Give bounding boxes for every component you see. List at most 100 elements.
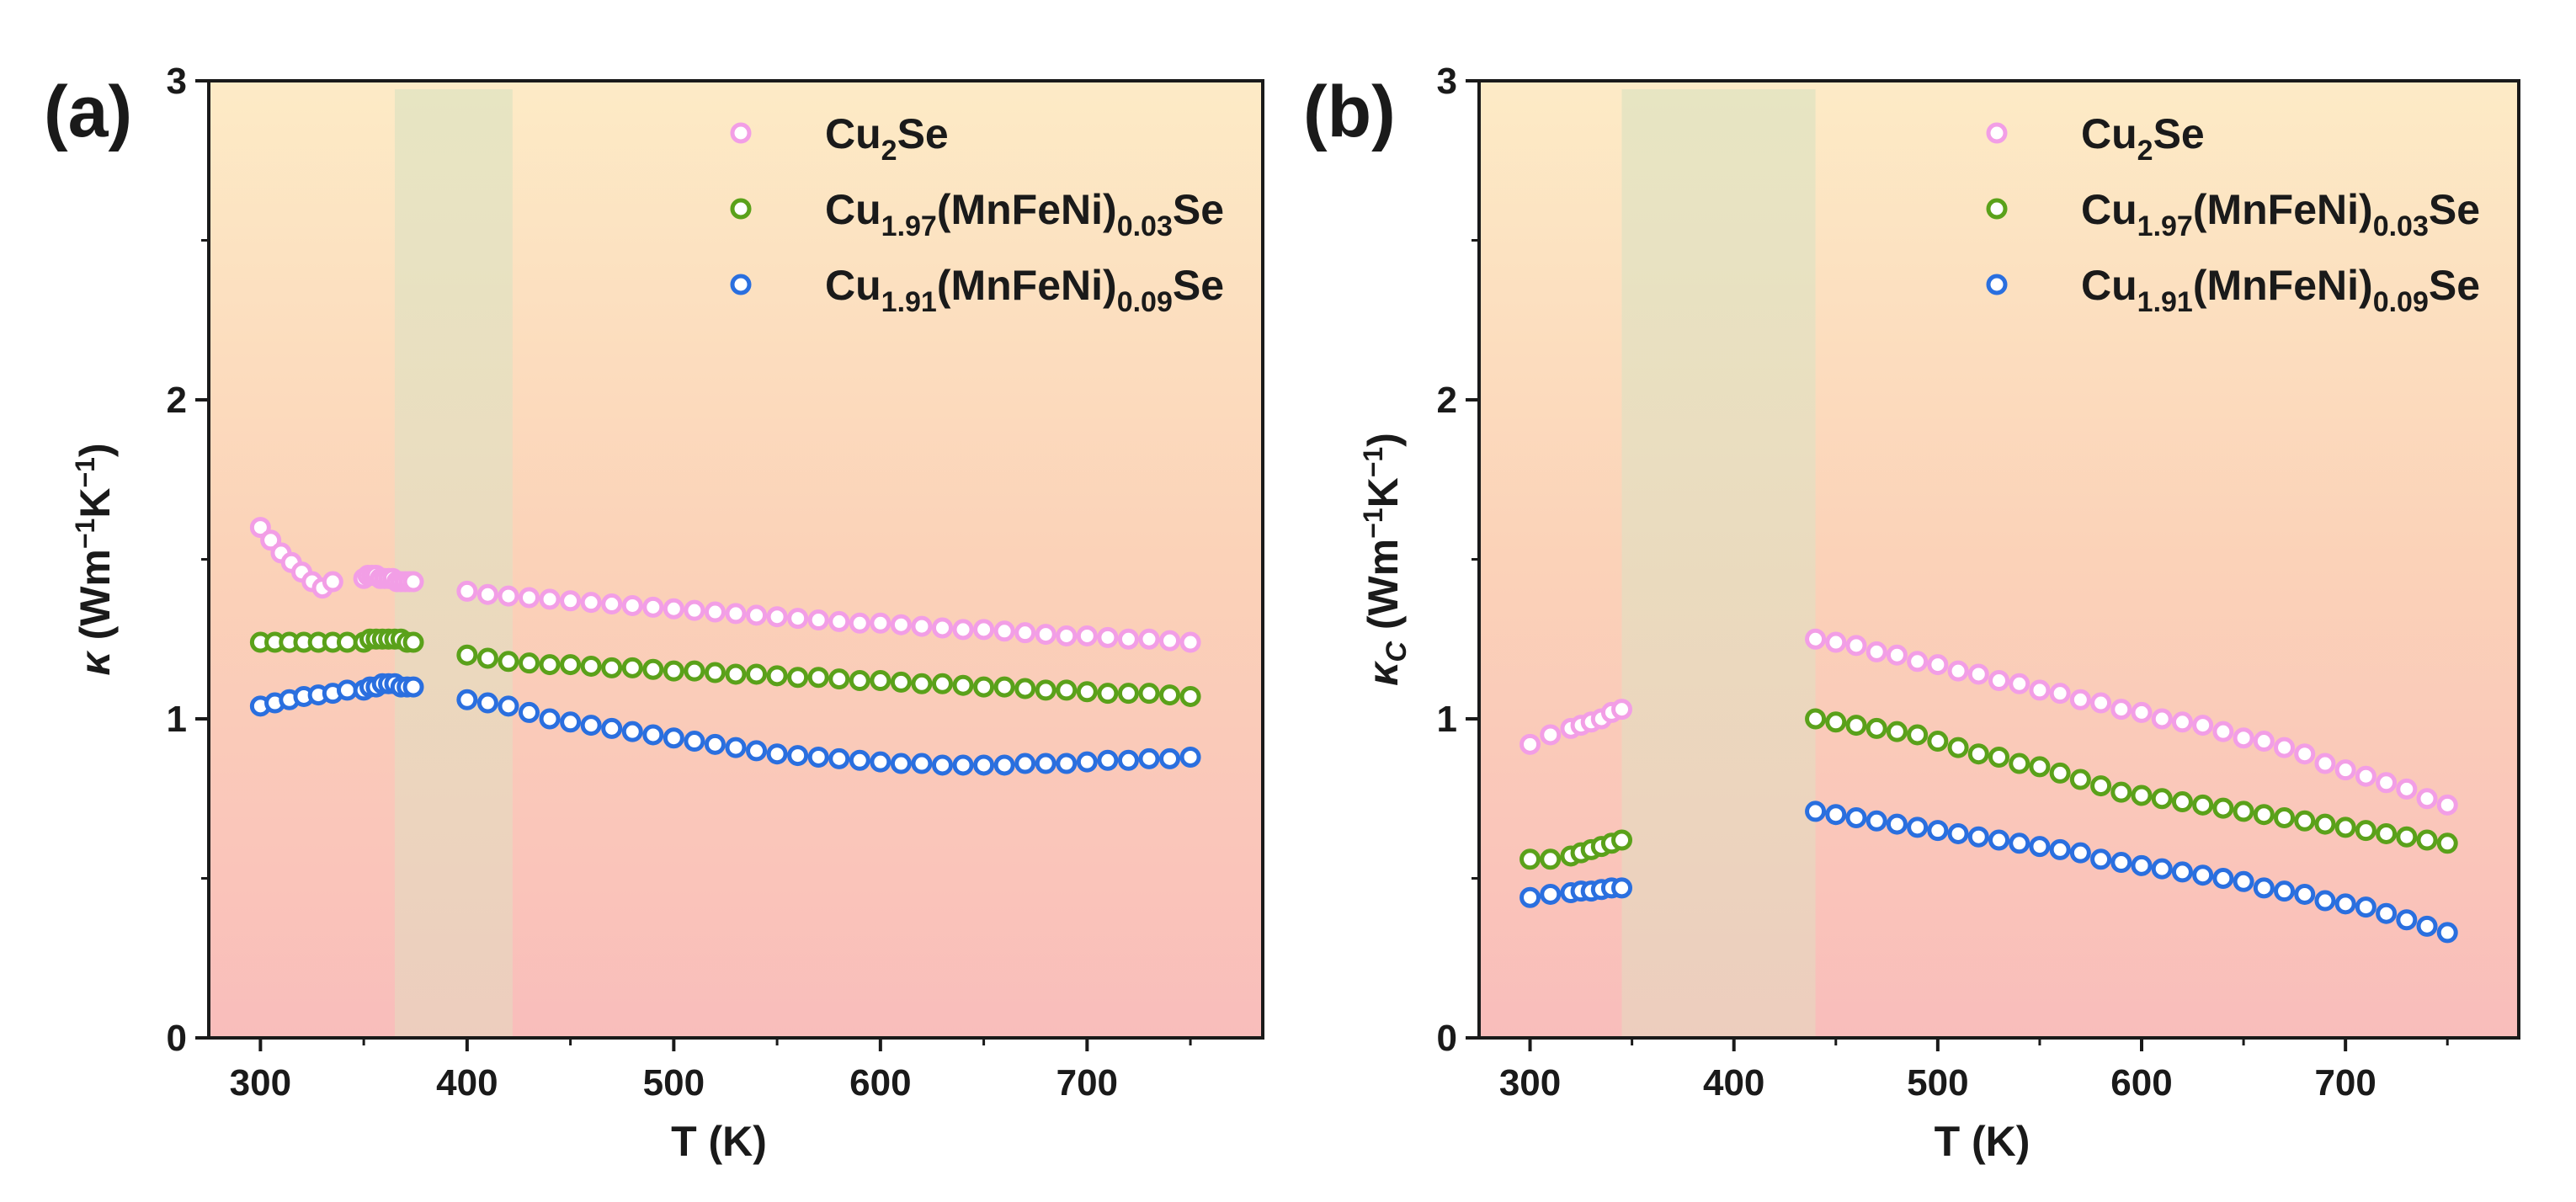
data-point (2131, 701, 2153, 723)
data-point (402, 676, 424, 698)
data-point (1907, 651, 1929, 673)
data-point (2376, 822, 2398, 844)
data-point (2294, 883, 2316, 905)
series-2 (1520, 708, 2458, 870)
data-point (560, 711, 582, 733)
data-point (1056, 753, 1078, 774)
y-axis-label: κ (Wm−1K−1) (70, 443, 119, 675)
data-point (1947, 737, 1969, 758)
data-point (456, 644, 478, 666)
legend-label: Cu2Se (825, 110, 949, 167)
x-axis-label: T (K) (671, 1118, 767, 1165)
data-point (1611, 699, 1633, 721)
data-point (911, 673, 933, 694)
y-tick-label: 3 (167, 61, 187, 102)
y-tick-label: 1 (1437, 699, 1457, 740)
legend-label: Cu1.97(MnFeNi)0.03Se (2081, 186, 2480, 242)
data-point (2355, 820, 2376, 842)
data-point (1886, 813, 1908, 835)
data-point (2110, 852, 2132, 874)
data-point (993, 620, 1015, 642)
data-point (1967, 826, 1989, 848)
data-point (2233, 870, 2254, 892)
data-point (1097, 683, 1119, 705)
data-point (2110, 781, 2132, 803)
data-point (787, 745, 809, 767)
data-point (1520, 733, 1541, 755)
data-point (2233, 727, 2254, 749)
data-point (1179, 685, 1201, 707)
data-point (2151, 788, 2173, 810)
data-point (621, 657, 643, 678)
data-point (1988, 670, 2009, 692)
panel-label: (a) (44, 72, 132, 152)
data-point (2131, 854, 2153, 876)
data-point (1138, 683, 1160, 705)
data-point (1907, 816, 1929, 838)
x-tick-label: 500 (1907, 1062, 1968, 1104)
data-point (2253, 804, 2275, 826)
data-point (2171, 861, 2193, 883)
data-point (1014, 622, 1036, 644)
data-point (1927, 654, 1949, 676)
data-point (560, 654, 582, 676)
data-point (1159, 747, 1181, 769)
data-point (1805, 800, 1827, 822)
data-point (1014, 753, 1036, 774)
data-point (2151, 858, 2173, 880)
data-point (973, 676, 995, 698)
data-point (642, 658, 664, 680)
data-point (2396, 909, 2418, 931)
data-point (849, 612, 870, 634)
data-point (1967, 663, 1989, 685)
legend-marker (1986, 274, 2008, 295)
data-point (2192, 715, 2214, 737)
data-point (828, 668, 850, 690)
data-point (2334, 816, 2356, 838)
x-tick-label: 700 (1056, 1062, 1118, 1104)
legend: Cu2Se Cu1.97(MnFeNi)0.03Se Cu1.91(MnFeNi)0… (1986, 110, 2480, 318)
data-point (2192, 794, 2214, 816)
legend-marker (1986, 198, 2008, 220)
x-tick-label: 300 (1499, 1062, 1561, 1104)
data-point (1988, 746, 2009, 768)
data-point (1179, 746, 1201, 768)
data-point (621, 594, 643, 616)
data-point (1845, 635, 1867, 657)
data-point (539, 654, 561, 676)
data-point (402, 571, 424, 593)
y-axis-label: κC (Wm−1K−1) (1358, 433, 1413, 686)
x-tick-label: 700 (2314, 1062, 2376, 1104)
data-point (684, 731, 705, 753)
data-point (476, 647, 498, 669)
data-point (1520, 886, 1541, 908)
data-point (2009, 832, 2030, 854)
data-point (2253, 877, 2275, 899)
data-point (807, 746, 829, 768)
data-point (973, 754, 995, 776)
legend-marker (730, 274, 752, 295)
data-point (993, 676, 1015, 698)
data-point (849, 749, 870, 771)
legend-label: Cu1.97(MnFeNi)0.03Se (825, 186, 1224, 242)
data-point (1076, 681, 1098, 703)
data-point (1865, 810, 1887, 832)
data-point (828, 610, 850, 632)
data-point (498, 585, 519, 607)
data-point (993, 754, 1015, 776)
data-point (2110, 699, 2132, 721)
data-point (931, 673, 953, 694)
data-point (1138, 747, 1160, 769)
data-point (973, 619, 995, 641)
data-point (1035, 679, 1056, 701)
data-point (476, 583, 498, 605)
data-point (2436, 922, 2458, 944)
data-point (2212, 797, 2234, 819)
data-point (1540, 848, 1562, 870)
legend-label: Cu1.91(MnFeNi)0.09Se (2081, 262, 2480, 318)
data-point (498, 695, 519, 717)
data-point (2376, 902, 2398, 924)
data-point (322, 571, 343, 593)
data-point (2334, 759, 2356, 781)
data-point (1035, 753, 1056, 774)
